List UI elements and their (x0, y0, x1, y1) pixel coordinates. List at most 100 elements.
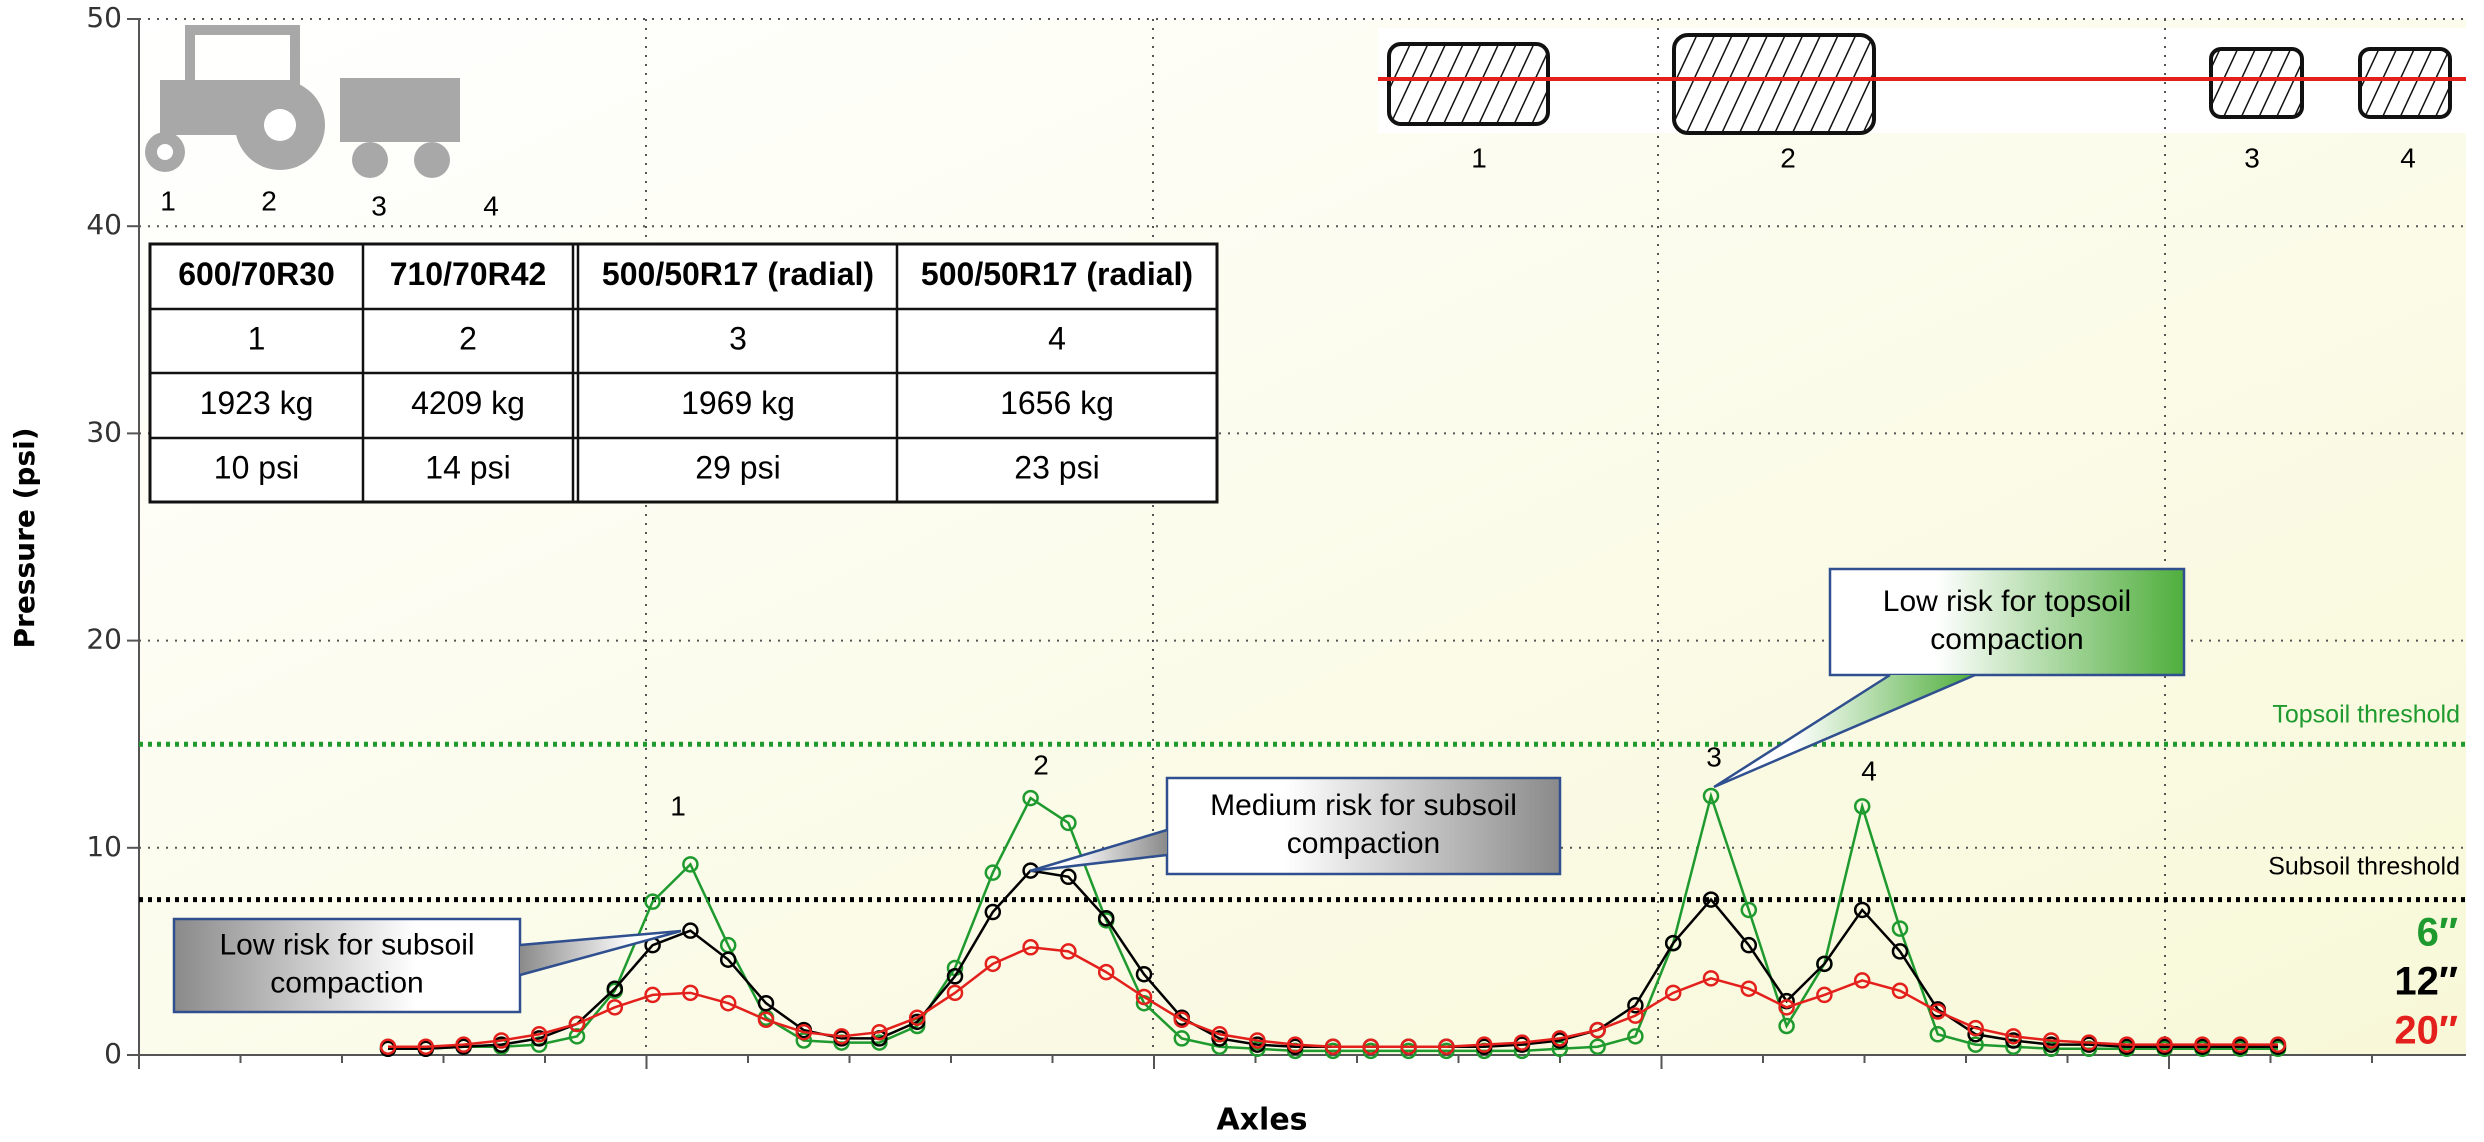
threshold-label: Subsoil threshold (2268, 853, 2460, 881)
y-tick-label: 20 (86, 623, 122, 656)
data-point (984, 903, 1002, 921)
callout-box (172, 917, 522, 1014)
data-point (682, 922, 699, 939)
data-point (1324, 1038, 1342, 1055)
data-point (984, 864, 1002, 881)
tire-label: 2 (1780, 142, 1796, 173)
data-point (1740, 901, 1758, 919)
data-point (1589, 1038, 1606, 1055)
callout-pointer (519, 929, 682, 977)
legend-entry: 12″ (2394, 960, 2458, 1004)
series-line (388, 791, 2278, 1053)
series-line (388, 945, 2278, 1048)
table-cell: 1 (248, 320, 266, 356)
data-point (1664, 984, 1682, 1002)
data-point (455, 1036, 472, 1053)
data-point (1438, 1038, 1455, 1055)
data-point (1702, 891, 1720, 908)
data-point (379, 1038, 397, 1055)
data-point (719, 951, 737, 968)
icon-label: 3 (371, 190, 387, 221)
legend-entry: 20″ (2394, 1009, 2458, 1053)
table-cell: 23 psi (1014, 449, 1099, 485)
data-point (1551, 1040, 1569, 1058)
data-point (682, 856, 699, 873)
data-point (1816, 955, 1833, 973)
data-point (568, 1028, 586, 1045)
callout-text: Medium risk for subsoil (1210, 789, 1517, 822)
tire-diagram (1378, 28, 2466, 135)
data-point (1740, 980, 1758, 997)
data-point (1475, 1036, 1493, 1053)
data-point (1097, 963, 1115, 981)
table-cell: 600/70R30 (178, 256, 335, 292)
callout-pointer (1029, 828, 1168, 873)
data-point (2118, 1036, 2136, 1053)
data-point (1967, 1019, 1984, 1037)
data-point (1816, 986, 1833, 1004)
data-point (1664, 934, 1682, 952)
data-point (1853, 901, 1871, 919)
data-point (2194, 1036, 2211, 1053)
data-point (1702, 787, 1720, 805)
data-point (871, 1023, 888, 1041)
data-point (984, 955, 1002, 973)
data-point (1173, 1011, 1191, 1029)
peak-label: 3 (1706, 741, 1722, 772)
y-tick-label: 30 (86, 415, 122, 448)
data-point (1627, 1028, 1644, 1045)
peak-label: 2 (1033, 749, 1049, 780)
icon-label: 4 (483, 190, 499, 221)
data-point (493, 1032, 510, 1049)
tire-label: 3 (2244, 142, 2260, 173)
data-point (1173, 1030, 1191, 1047)
data-point (1513, 1034, 1531, 1051)
table-cell: 500/50R17 (radial) (602, 256, 874, 292)
data-point (1022, 939, 1039, 956)
callout-box (1828, 567, 2186, 677)
table-cell: 10 psi (214, 449, 299, 485)
data-point (946, 968, 964, 985)
table-cell: 710/70R42 (390, 256, 547, 292)
y-axis-label: Pressure (psi) (8, 427, 41, 648)
data-point (606, 999, 624, 1016)
data-point (1286, 1036, 1304, 1053)
data-point (2080, 1034, 2098, 1051)
plot-area (139, 19, 2466, 1055)
data-point (2156, 1036, 2173, 1053)
tire-label: 1 (1471, 142, 1487, 173)
data-point (2005, 1028, 2022, 1045)
callout-box (1165, 776, 1562, 876)
data-point (568, 1015, 586, 1033)
table-cell: 4209 kg (411, 385, 525, 421)
data-point (682, 984, 699, 1002)
data-point (1022, 789, 1039, 807)
data-point (757, 1011, 775, 1029)
data-point (606, 980, 624, 997)
data-point (2042, 1032, 2060, 1049)
data-point (1891, 943, 1909, 960)
table-cell: 29 psi (695, 449, 780, 485)
legend-entry: 6″ (2417, 911, 2458, 955)
data-point (2269, 1036, 2287, 1053)
data-point (1929, 1003, 1947, 1020)
data-point (644, 986, 661, 1004)
data-point (795, 1023, 813, 1041)
data-point (1853, 972, 1871, 989)
data-point (1589, 1021, 1606, 1039)
table-cell: 14 psi (425, 449, 510, 485)
table-cell: 3 (729, 320, 747, 356)
callout-pointer (1713, 673, 1976, 789)
data-point (1778, 999, 1795, 1016)
y-tick-label: 40 (86, 208, 122, 241)
peak-label: 1 (670, 790, 686, 821)
data-point (1891, 982, 1909, 1000)
series (379, 939, 2287, 1055)
threshold-label: Topsoil threshold (2272, 701, 2460, 729)
icon-label: 1 (160, 185, 176, 216)
data-point (1135, 965, 1153, 983)
vehicle-icon (145, 25, 460, 178)
table-cell: 4 (1048, 320, 1066, 356)
data-point (2231, 1036, 2249, 1053)
